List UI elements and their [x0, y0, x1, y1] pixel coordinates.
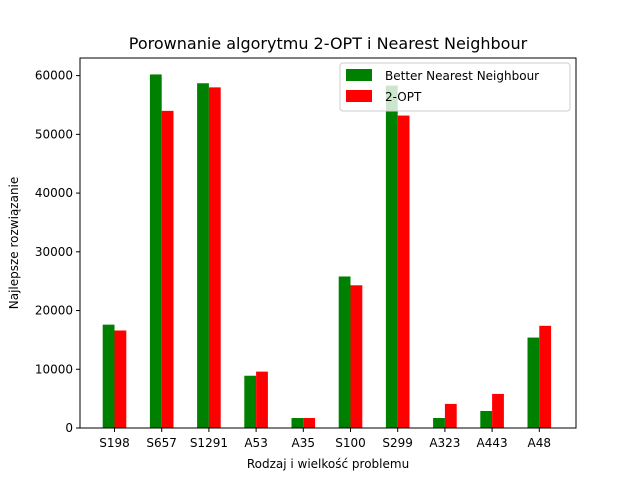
bar-series-2	[114, 330, 127, 428]
legend-swatch-series-1	[346, 69, 372, 81]
y-axis-label: Najlepsze rozwiązanie	[7, 177, 21, 310]
x-tick-label: S299	[382, 436, 413, 450]
x-tick-label: A48	[528, 436, 551, 450]
legend-label-series-1: Better Nearest Neighbour	[385, 69, 539, 83]
x-tick-label: A443	[477, 436, 508, 450]
bar-series-1	[527, 337, 540, 428]
bar-series-2	[539, 325, 552, 428]
bar-series-1	[149, 74, 162, 428]
x-tick-label: A53	[244, 436, 267, 450]
bar-series-2	[208, 87, 221, 428]
bar-series-1	[102, 324, 115, 428]
bar-series-2	[397, 115, 410, 429]
bar-series-1	[433, 418, 445, 428]
bar-series-1	[385, 85, 398, 428]
legend-label-series-2: 2-OPT	[385, 90, 422, 104]
x-axis-label: Rodzaj i wielkość problemu	[247, 457, 409, 471]
y-tick-label: 0	[65, 421, 73, 435]
legend-frame	[339, 62, 571, 112]
y-tick-label: 50000	[35, 127, 73, 141]
bar-series-1	[244, 375, 257, 428]
bar-series-1	[480, 410, 493, 428]
bar-series-1	[291, 418, 304, 428]
x-tick-label: S198	[99, 436, 130, 450]
bar-series-2	[303, 418, 316, 428]
x-tick-label: S657	[146, 436, 177, 450]
y-tick-label: 20000	[35, 304, 73, 318]
y-tick-label: 40000	[35, 186, 73, 200]
x-tick-label: S100	[335, 436, 366, 450]
y-tick-label: 10000	[35, 362, 73, 376]
y-axis-ticks: 0 10000 20000 30000 40000 50000 60000	[35, 69, 80, 435]
x-tick-label: A323	[429, 436, 460, 450]
plot-frame	[79, 57, 577, 429]
legend-swatch-series-2	[346, 90, 372, 102]
bar-series-2	[492, 393, 504, 428]
bar-series-2	[256, 371, 268, 428]
chart-title: Porownanie algorytmu 2-OPT i Nearest Nei…	[129, 34, 528, 53]
bar-series-2	[444, 403, 457, 428]
bars-group	[102, 74, 552, 429]
y-tick-label: 30000	[35, 245, 73, 259]
bar-series-1	[197, 83, 209, 428]
y-tick-label: 60000	[35, 69, 73, 83]
bar-series-1	[338, 276, 351, 428]
bar-series-2	[161, 110, 174, 428]
x-axis-ticks: S198 S657 S1291 A53 A35 S100 S299 A323 A443 A48	[99, 428, 551, 450]
x-tick-label: A35	[292, 436, 315, 450]
bar-series-2	[350, 285, 363, 428]
legend: Better Nearest Neighbour 2-OPT	[339, 62, 571, 112]
x-tick-label: S1291	[190, 436, 228, 450]
